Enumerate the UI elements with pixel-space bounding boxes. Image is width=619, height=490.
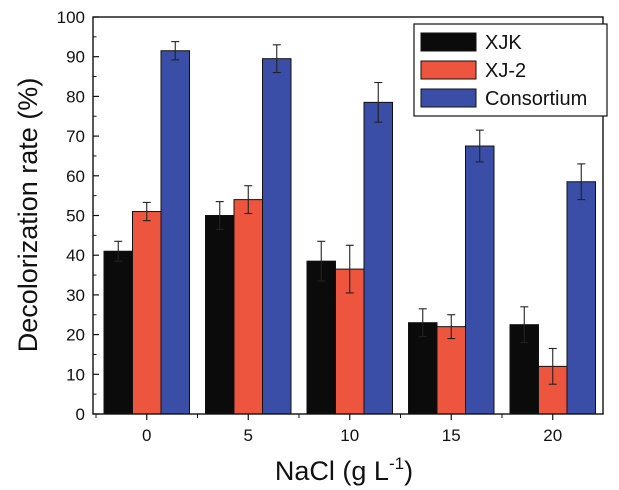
y-tick-label-40: 40 <box>66 246 85 265</box>
bar-consortium-20 <box>566 181 596 415</box>
x-tick-label-10: 10 <box>340 426 359 445</box>
legend-label-xjk: XJK <box>485 32 522 54</box>
error-bar-xjk-0 <box>114 240 123 262</box>
error-bar-xj-2-10 <box>345 244 354 294</box>
y-axis-title: Decolorization rate (%) <box>13 78 43 353</box>
x-axis-title-superscript: -1 <box>389 454 404 473</box>
bar-consortium-5 <box>262 58 292 415</box>
error-bar-xjk-20 <box>520 306 529 344</box>
tick-labels-layer: 0 10 20 30 40 50 60 70 80 90 100 0 5 10 15 20 <box>57 8 563 445</box>
y-tick-label-60: 60 <box>66 167 85 186</box>
x-axis-title-main: NaCl (g L <box>275 456 389 486</box>
bar-consortium-10 <box>363 101 393 415</box>
legend: XJK XJ-2 Consortium <box>413 23 608 117</box>
x-tick-label-20: 20 <box>543 426 562 445</box>
error-bar-xj-2-0 <box>142 201 151 222</box>
error-bars-layer <box>114 41 586 385</box>
bar-xj-2-5 <box>233 199 263 415</box>
legend-label-consortium: Consortium <box>485 88 587 110</box>
x-tick-label-5: 5 <box>244 426 253 445</box>
bar-xjk-10 <box>306 260 336 415</box>
y-tick-label-10: 10 <box>66 365 85 384</box>
error-bar-xj-2-20 <box>548 347 557 385</box>
error-bar-consortium-20 <box>577 163 586 201</box>
bar-xjk-15 <box>408 322 438 415</box>
bar-xjk-0 <box>103 250 133 415</box>
bar-consortium-15 <box>465 145 495 415</box>
error-bar-xj-2-15 <box>447 314 456 340</box>
legend-swatch-consortium <box>420 88 477 108</box>
legend-label-xj-2: XJ-2 <box>485 60 526 82</box>
y-tick-label-100: 100 <box>57 8 85 27</box>
x-axis-title-end: ) <box>404 456 413 486</box>
error-bar-xj-2-5 <box>244 185 253 215</box>
y-tick-label-30: 30 <box>66 286 85 305</box>
legend-swatch-xjk <box>420 32 477 52</box>
bar-consortium-0 <box>160 50 190 415</box>
error-bar-xjk-10 <box>317 240 326 282</box>
bar-xjk-5 <box>205 215 235 415</box>
error-bar-xjk-5 <box>215 201 224 230</box>
error-bar-consortium-0 <box>171 41 180 61</box>
error-bar-consortium-10 <box>374 81 383 123</box>
axes-layer <box>92 16 604 420</box>
legend-swatch-xj-2 <box>420 60 477 80</box>
y-tick-label-90: 90 <box>66 48 85 67</box>
error-bar-xjk-15 <box>418 308 427 338</box>
x-tick-label-0: 0 <box>142 426 151 445</box>
y-tick-label-20: 20 <box>66 326 85 345</box>
x-axis-title: NaCl (g L-1) <box>275 454 413 486</box>
y-tick-label-0: 0 <box>76 405 85 424</box>
y-tick-label-50: 50 <box>66 207 85 226</box>
y-tick-label-70: 70 <box>66 127 85 146</box>
error-bar-consortium-15 <box>475 129 484 163</box>
bar-xj-2-0 <box>132 211 162 415</box>
error-bar-consortium-5 <box>272 44 281 74</box>
y-tick-label-80: 80 <box>66 87 85 106</box>
bar-xj-2-15 <box>436 326 466 415</box>
x-tick-label-15: 15 <box>442 426 461 445</box>
